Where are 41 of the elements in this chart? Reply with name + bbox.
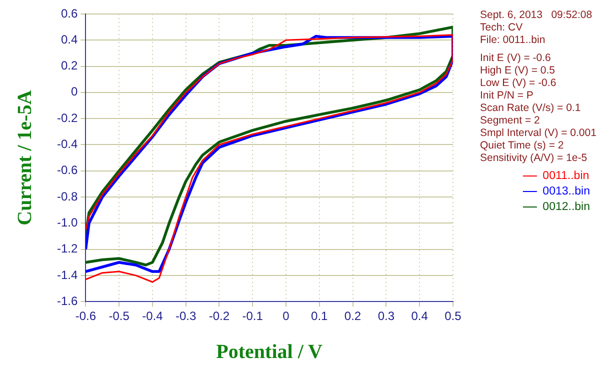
y-axis-title: Current / 1e-5A (14, 90, 36, 226)
text: Smpl Interval (V) = 0.001 (480, 127, 597, 140)
x-tick-label: -0.1 (242, 309, 264, 324)
x-tick-label: 0 (282, 309, 290, 324)
text: Tech: CV (480, 22, 523, 34)
y-tick-label: -1.4 (56, 268, 78, 282)
x-tick-label: 0.4 (411, 309, 428, 324)
legend-label: 0012..bin (542, 201, 590, 214)
legend-label: 0013..bin (542, 186, 590, 198)
y-tick-label: -1.0 (56, 215, 78, 230)
x-tick-label: -0.2 (208, 309, 230, 324)
y-tick-label: -1.2 (56, 242, 78, 256)
legend-label: 0011..bin (542, 170, 590, 182)
x-tick-label: 0.1 (311, 309, 328, 324)
text: Low E (V) = -0.6 (480, 77, 556, 90)
y-tick-label: -0.8 (56, 189, 78, 204)
text: Init P/N = P (480, 90, 534, 102)
text: File: 0011..bin (480, 34, 546, 46)
text: Segment = 2 (480, 114, 540, 127)
y-tick-label: 0 (70, 84, 78, 99)
y-tick-label: -0.4 (56, 137, 78, 152)
y-tick-label: 0.4 (60, 32, 78, 46)
text: Scan Rate (V/s) = 0.1 (480, 102, 581, 114)
y-tick-label: -1.6 (56, 294, 78, 308)
text: High E (V) = 0.5 (480, 64, 556, 77)
y-tick-label: 0.6 (60, 6, 78, 20)
text: Sensitivity (A/V) = 1e-5 (480, 152, 588, 164)
x-tick-label: 0.2 (344, 309, 362, 324)
y-tick-label: -0.6 (56, 163, 78, 178)
x-tick-label: -0.6 (75, 309, 96, 324)
text: Sept. 6, 2013 09:52:08 (480, 9, 592, 22)
y-tick-label: 0.2 (60, 58, 78, 73)
text: Quiet Time (s) = 2 (480, 140, 564, 152)
x-tick-label: 0.3 (378, 309, 395, 324)
x-tick-label: -0.5 (108, 309, 130, 324)
x-tick-label: -0.3 (175, 309, 196, 324)
x-tick-label: 0.5 (444, 309, 462, 324)
text: Init E (V) = -0.6 (480, 52, 552, 64)
y-tick-label: -0.2 (56, 110, 78, 125)
x-tick-label: -0.4 (142, 309, 164, 324)
x-axis-title: Potential / V (216, 341, 323, 364)
